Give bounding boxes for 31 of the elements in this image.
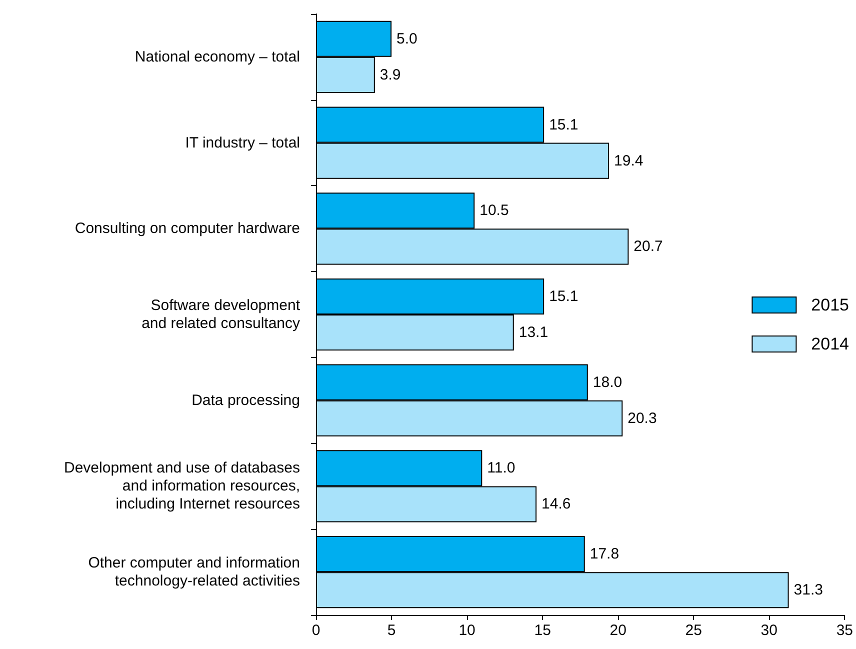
data-label: 18.0: [592, 374, 622, 391]
data-label: 17.8: [590, 546, 620, 563]
x-tick-label: 5: [387, 622, 396, 639]
data-label: 15.1: [549, 288, 578, 305]
data-label: 11.0: [487, 460, 516, 477]
y-tick-label: Software development and related consultancy: [142, 297, 301, 332]
data-label: 10.5: [480, 202, 509, 220]
data-label: 13.1: [518, 324, 548, 342]
x-tick-label: 10: [458, 622, 476, 639]
legend-label: 2014: [811, 334, 850, 354]
data-label: 3.9: [380, 66, 401, 84]
data-label: 20.7: [634, 238, 663, 256]
y-tick-label: Other computer and information technology-related activities: [88, 554, 300, 590]
y-tick-label: Consulting on computer hardware: [74, 220, 300, 238]
data-label: 14.6: [542, 496, 571, 513]
data-label: 31.3: [794, 582, 823, 599]
x-tick-label: 15: [534, 622, 551, 639]
y-tick-label: Data processing: [192, 392, 300, 409]
data-label: 19.4: [614, 152, 644, 170]
data-label: 5.0: [396, 30, 418, 48]
data-label: 20.3: [628, 410, 657, 427]
x-tick-label: 20: [610, 622, 626, 639]
x-tick-label: 0: [312, 622, 320, 639]
y-tick-label: Development and use of databases and information resources, including Internet resources: [64, 460, 300, 513]
x-tick-label: 25: [685, 622, 702, 639]
y-tick-label: National economy – total: [134, 48, 300, 66]
x-tick-label: 30: [760, 622, 778, 639]
legend-label: 2015: [811, 296, 850, 314]
data-label: 15.1: [549, 116, 578, 134]
x-tick-label: 35: [836, 622, 853, 639]
y-tick-label: IT industry – total: [185, 134, 300, 152]
